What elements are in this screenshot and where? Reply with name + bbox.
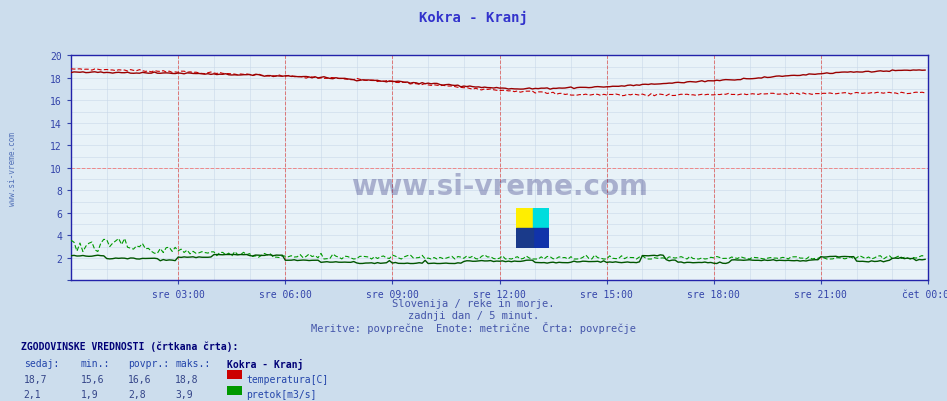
Text: povpr.:: povpr.: [128, 358, 169, 368]
Text: sedaj:: sedaj: [24, 358, 59, 368]
Text: Slovenija / reke in morje.: Slovenija / reke in morje. [392, 298, 555, 308]
Text: min.:: min.: [80, 358, 110, 368]
Text: Kokra - Kranj: Kokra - Kranj [420, 11, 527, 25]
Text: 18,8: 18,8 [175, 374, 199, 384]
Bar [533, 229, 549, 249]
Bar [516, 209, 533, 229]
Text: ZGODOVINSKE VREDNOSTI (črtkana črta):: ZGODOVINSKE VREDNOSTI (črtkana črta): [21, 341, 239, 351]
Text: Meritve: povprečne  Enote: metrične  Črta: povprečje: Meritve: povprečne Enote: metrične Črta:… [311, 321, 636, 333]
Text: 15,6: 15,6 [80, 374, 104, 384]
Text: pretok[m3/s]: pretok[m3/s] [246, 389, 316, 399]
Text: www.si-vreme.com: www.si-vreme.com [351, 172, 648, 200]
Text: temperatura[C]: temperatura[C] [246, 374, 329, 384]
Text: 1,9: 1,9 [80, 389, 98, 399]
Text: Kokra - Kranj: Kokra - Kranj [227, 358, 304, 369]
Text: 18,7: 18,7 [24, 374, 47, 384]
Text: 16,6: 16,6 [128, 374, 152, 384]
Bar [516, 229, 533, 249]
Text: 3,9: 3,9 [175, 389, 193, 399]
Bar [533, 209, 549, 229]
Text: maks.:: maks.: [175, 358, 210, 368]
Text: 2,1: 2,1 [24, 389, 42, 399]
Text: www.si-vreme.com: www.si-vreme.com [8, 132, 17, 205]
Text: zadnji dan / 5 minut.: zadnji dan / 5 minut. [408, 310, 539, 320]
Text: 2,8: 2,8 [128, 389, 146, 399]
